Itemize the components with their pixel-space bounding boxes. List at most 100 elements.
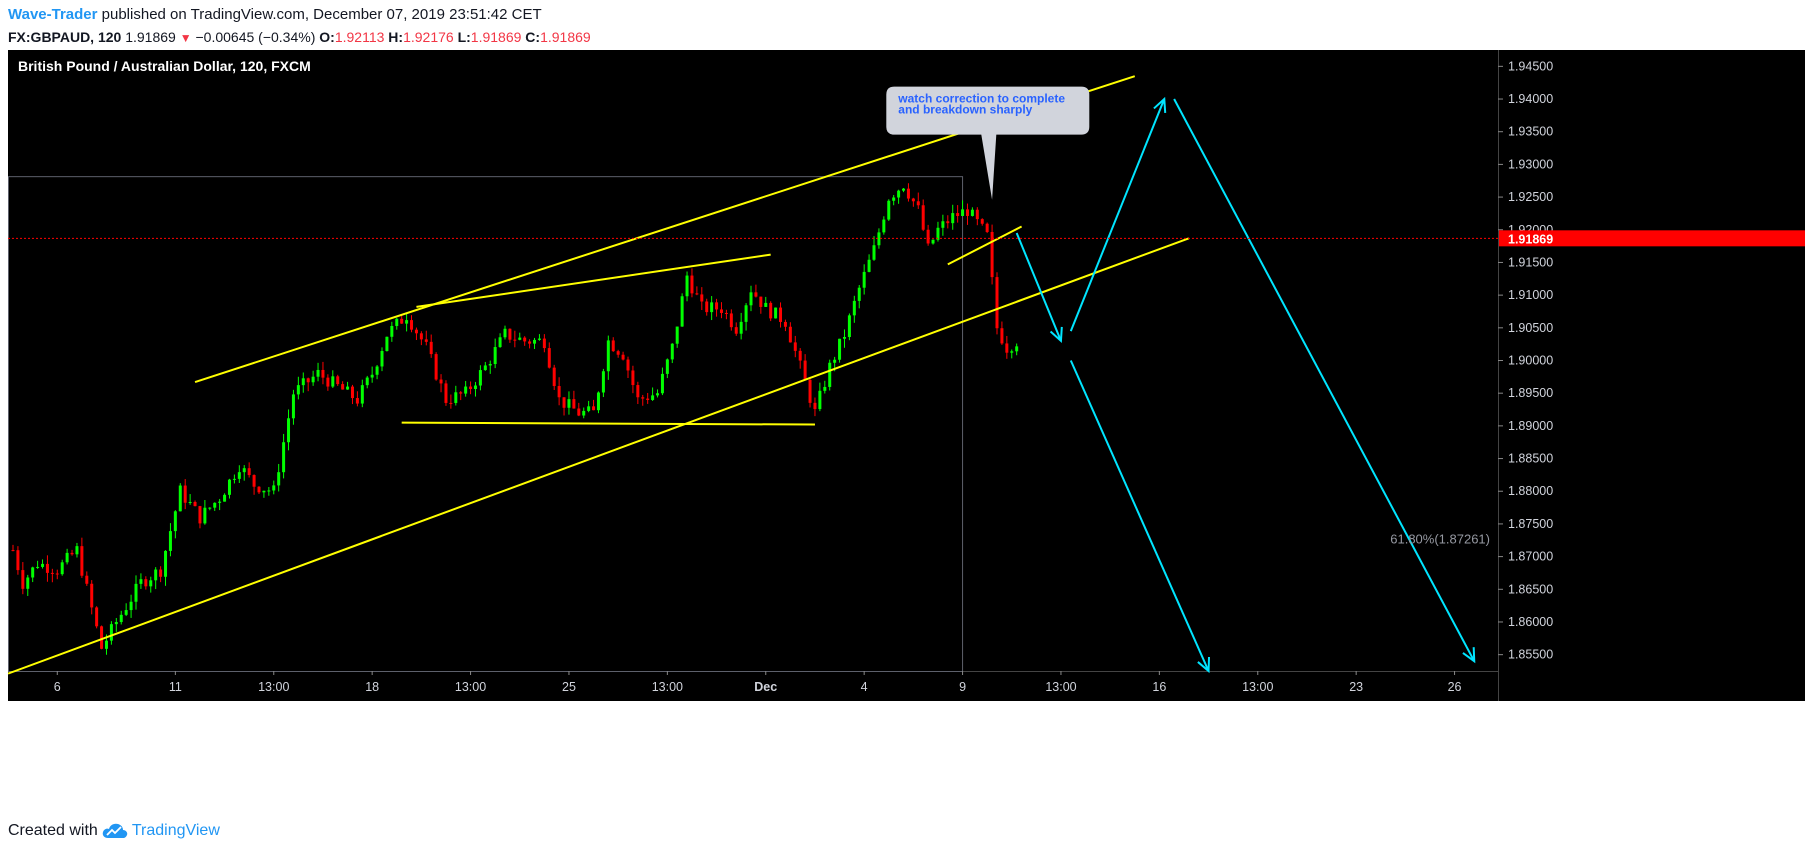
candle-body [183, 485, 187, 503]
author-link[interactable]: Wave-Trader [8, 6, 98, 23]
candle-body [90, 583, 94, 608]
candle-body [449, 402, 453, 404]
candle-body [469, 386, 473, 390]
projection-arrow-5 [1015, 232, 1062, 342]
y-tick-label: 1.90000 [1508, 354, 1553, 368]
candle-body [508, 328, 512, 340]
candle-body [887, 200, 891, 220]
candle-body [680, 296, 684, 327]
candle-body [690, 275, 694, 294]
candle-body [710, 302, 714, 313]
candle-body [139, 579, 143, 584]
x-tick-label: 18 [365, 680, 379, 694]
candle-body [685, 275, 689, 297]
candle-body [626, 359, 630, 371]
candle-body [252, 475, 256, 487]
candle-body [129, 601, 133, 611]
candle-body [473, 385, 477, 390]
candle-body [754, 292, 758, 297]
candle-body [331, 376, 335, 387]
candle-body [109, 624, 113, 641]
candle-body [513, 339, 517, 341]
close-value: 1.91869 [540, 29, 591, 45]
x-tick-label: 4 [861, 680, 868, 694]
y-tick-label: 1.92500 [1508, 190, 1553, 204]
candle-body [788, 326, 792, 343]
candle-body [567, 399, 571, 408]
candle-body [429, 341, 433, 355]
annotation-text-0: watch correction to complete [897, 92, 1065, 106]
candle-body [100, 626, 104, 649]
candle-body [700, 294, 704, 302]
candle-body [36, 566, 40, 568]
candle-body [439, 379, 443, 384]
y-tick-label: 1.91500 [1508, 255, 1553, 269]
candle-body [759, 296, 763, 307]
candle-body [360, 385, 364, 404]
y-tick-label: 1.86500 [1508, 582, 1553, 596]
candle-body [941, 221, 945, 228]
candle-body [596, 392, 600, 411]
candle-body [695, 293, 699, 295]
candle-body [1010, 351, 1014, 353]
candle-body [582, 410, 586, 416]
high-label: H: [388, 29, 404, 45]
candle-body [823, 386, 827, 391]
candle-body [523, 337, 527, 342]
y-tick-label: 1.94500 [1508, 59, 1553, 73]
last-price-badge [1499, 230, 1805, 247]
candle-body [557, 386, 561, 398]
candle-body [218, 501, 222, 503]
candle-body [656, 393, 660, 396]
open-value: 1.92113 [334, 29, 385, 45]
candle-body [926, 229, 930, 244]
arrowhead-icon [1462, 647, 1476, 664]
candle-body [572, 399, 576, 409]
candle-body [85, 575, 89, 584]
candle-body [296, 385, 300, 395]
candle-body [857, 287, 861, 301]
candle-body [60, 562, 64, 575]
candle-body [931, 239, 935, 244]
tradingview-brand[interactable]: TradingView [131, 822, 220, 839]
down-arrow-icon: ▼ [179, 31, 192, 45]
candle-body [872, 245, 876, 260]
candle-body [114, 622, 118, 625]
symbol-label: FX:GBPAUD, 120 [8, 29, 122, 45]
candle-body [995, 277, 999, 329]
published-text: published on TradingView.com, December 0… [101, 6, 542, 23]
candle-body [621, 354, 625, 360]
candle-body [862, 271, 866, 288]
candle-body [198, 506, 202, 524]
tradingview-cloud-icon [102, 823, 128, 838]
candle-body [365, 377, 369, 386]
candle-body [301, 378, 305, 386]
annotation-callout [886, 86, 1090, 200]
candle-body [227, 479, 231, 495]
candle-body [980, 219, 984, 224]
candle-body [375, 366, 379, 375]
candle-body [242, 468, 246, 473]
candle-body [31, 567, 35, 578]
candle-body [41, 563, 45, 567]
price-axis-background [1498, 50, 1805, 810]
candle-body [611, 340, 615, 352]
candle-body [774, 307, 778, 319]
y-tick-label: 1.93500 [1508, 125, 1553, 139]
candle-body [459, 392, 463, 394]
candle-body [237, 472, 241, 479]
candle-body [405, 320, 409, 324]
chart-container[interactable]: watch correction to complete and breakdow… [8, 50, 1805, 810]
trendline-4 [947, 225, 1023, 266]
x-tick-label: 26 [1448, 680, 1462, 694]
candle-body [1015, 346, 1019, 352]
x-tick-label: 13:00 [1045, 680, 1076, 694]
candle-body [764, 302, 768, 307]
candle-body [808, 379, 812, 403]
candle-body [533, 339, 537, 344]
candle-body [104, 640, 108, 649]
candle-body [380, 351, 384, 367]
candle-body [350, 386, 354, 399]
candle-body [444, 383, 448, 403]
